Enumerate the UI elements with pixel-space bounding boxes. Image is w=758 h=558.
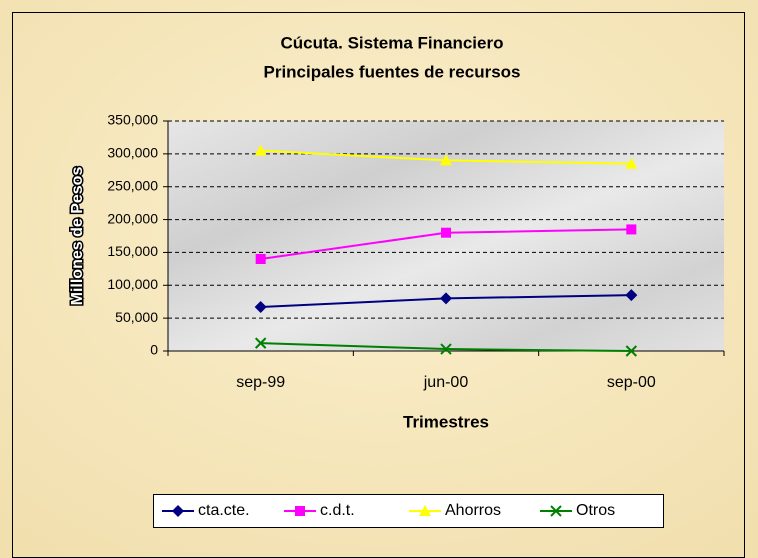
y-tick-label: 350,000 (107, 112, 158, 128)
y-tick-label: 300,000 (107, 145, 158, 161)
y-tick-label: 150,000 (107, 243, 158, 259)
legend-label: Otros (576, 502, 615, 519)
x-tick-label: sep-99 (236, 374, 285, 391)
chart-title: Cúcuta. Sistema Financiero (281, 33, 504, 52)
x-axis-label: Trimestres (403, 412, 489, 431)
marker (625, 157, 638, 169)
y-tick-label: 250,000 (107, 177, 158, 193)
x-tick-label: sep-00 (607, 374, 656, 391)
marker (626, 224, 637, 235)
y-tick-label: 50,000 (115, 309, 158, 325)
marker (254, 300, 267, 313)
legend-label: c.d.t. (320, 502, 355, 519)
chart-subtitle: Principales fuentes de recursos (264, 62, 521, 81)
legend-marker (295, 506, 305, 516)
y-tick-label: 100,000 (107, 276, 158, 292)
marker (254, 337, 267, 349)
marker (441, 227, 451, 238)
y-tick-label: 0 (150, 342, 158, 358)
legend-marker (550, 505, 562, 517)
y-tick-label: 200,000 (107, 210, 158, 226)
legend-marker (172, 505, 184, 517)
marker (440, 343, 452, 355)
marker (625, 345, 638, 357)
legend-label: Ahorros (445, 502, 501, 519)
x-tick-label: jun-00 (423, 374, 469, 391)
legend-label: cta.cte. (198, 502, 250, 519)
legend-marker (419, 505, 431, 516)
legend (153, 494, 664, 528)
marker (440, 292, 452, 305)
marker (255, 254, 266, 264)
marker (254, 144, 267, 156)
marker (440, 154, 452, 166)
y-axis-label: Millones de Pesos (69, 167, 86, 306)
marker (625, 289, 638, 302)
